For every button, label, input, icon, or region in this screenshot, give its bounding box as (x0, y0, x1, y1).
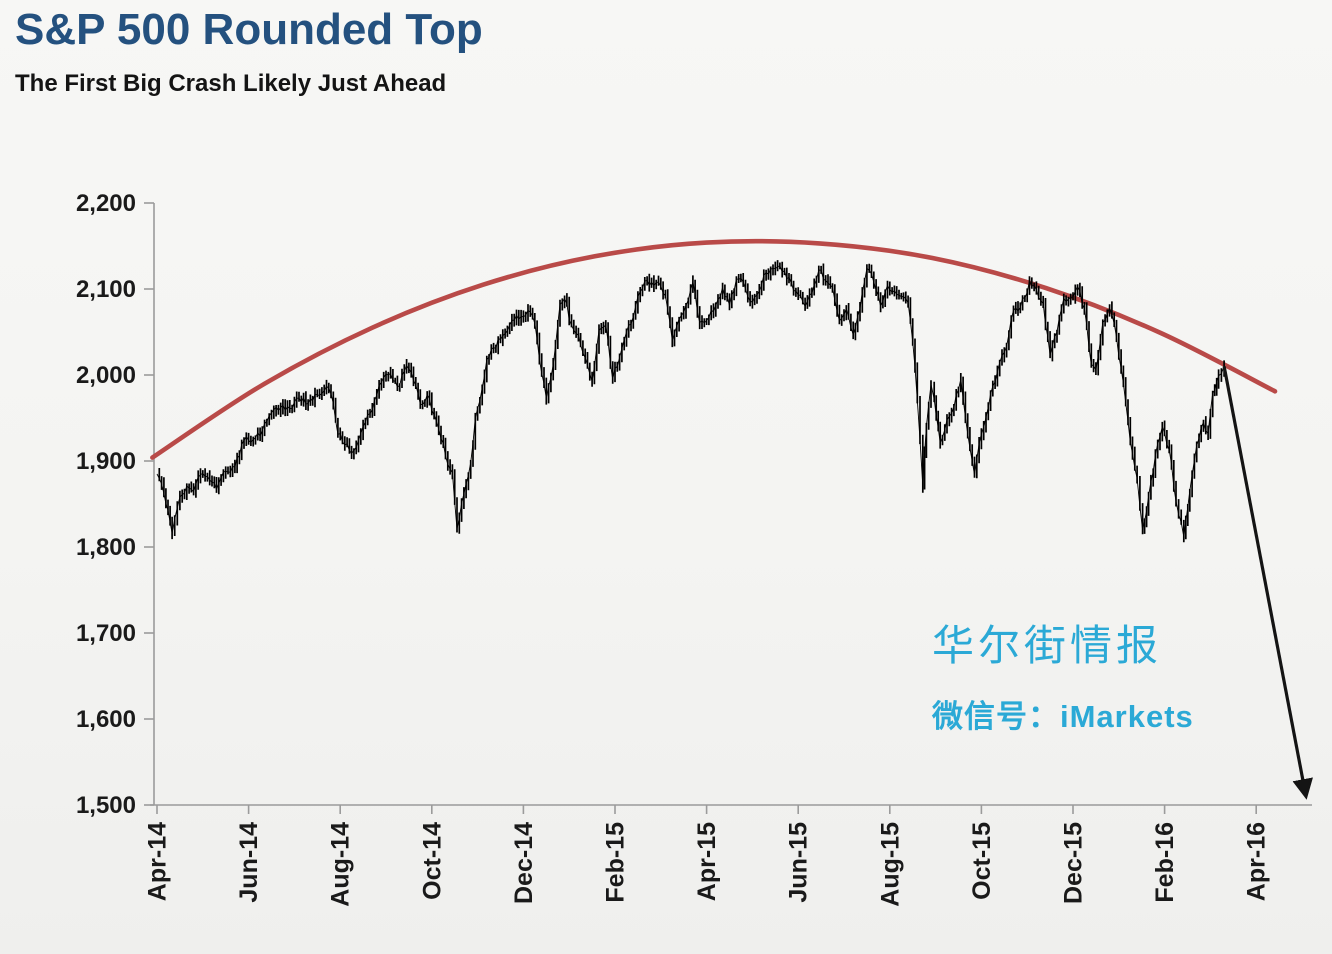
x-axis-label: Oct-15 (968, 822, 996, 900)
price-series (156, 260, 1225, 543)
x-axis-label: Feb-16 (1151, 822, 1179, 903)
page-title: S&P 500 Rounded Top (15, 5, 483, 54)
x-axis-label: Jun-14 (235, 822, 263, 903)
x-axis-label: Apr-15 (693, 822, 721, 901)
page-subtitle: The First Big Crash Likely Just Ahead (15, 70, 447, 97)
crash-projection-arrow (1222, 366, 1313, 800)
x-axis-label: Aug-15 (876, 822, 904, 907)
y-axis-label: 1,600 (76, 706, 136, 733)
price-daily-bars (158, 260, 1225, 543)
x-axis-label: Feb-15 (602, 822, 630, 903)
projection-arrow (1222, 366, 1313, 800)
y-axis-label: 2,200 (76, 190, 136, 217)
x-axis-label: Jun-15 (785, 822, 813, 903)
x-axis-label: Aug-14 (327, 822, 355, 907)
x-axis-label: Apr-14 (144, 822, 172, 901)
x-axis-label: Oct-14 (418, 822, 446, 900)
y-axis-label: 1,700 (76, 620, 136, 647)
y-axis-label: 2,000 (76, 362, 136, 389)
y-axis-label: 1,900 (76, 448, 136, 475)
y-axis-label: 1,500 (76, 792, 136, 819)
rounded-top-curve (150, 238, 1278, 460)
x-axis-label: Apr-16 (1243, 822, 1271, 901)
x-axis-label: Dec-14 (510, 822, 538, 904)
rounded-top-arc (150, 238, 1278, 460)
y-axis-label: 2,100 (76, 276, 136, 303)
x-axis-label: Dec-15 (1060, 822, 1088, 904)
axes: 2,200 2,100 2,000 1,900 1,800 1,700 1,600 1,500… (76, 190, 1312, 907)
y-axis-label: 1,800 (76, 534, 136, 561)
